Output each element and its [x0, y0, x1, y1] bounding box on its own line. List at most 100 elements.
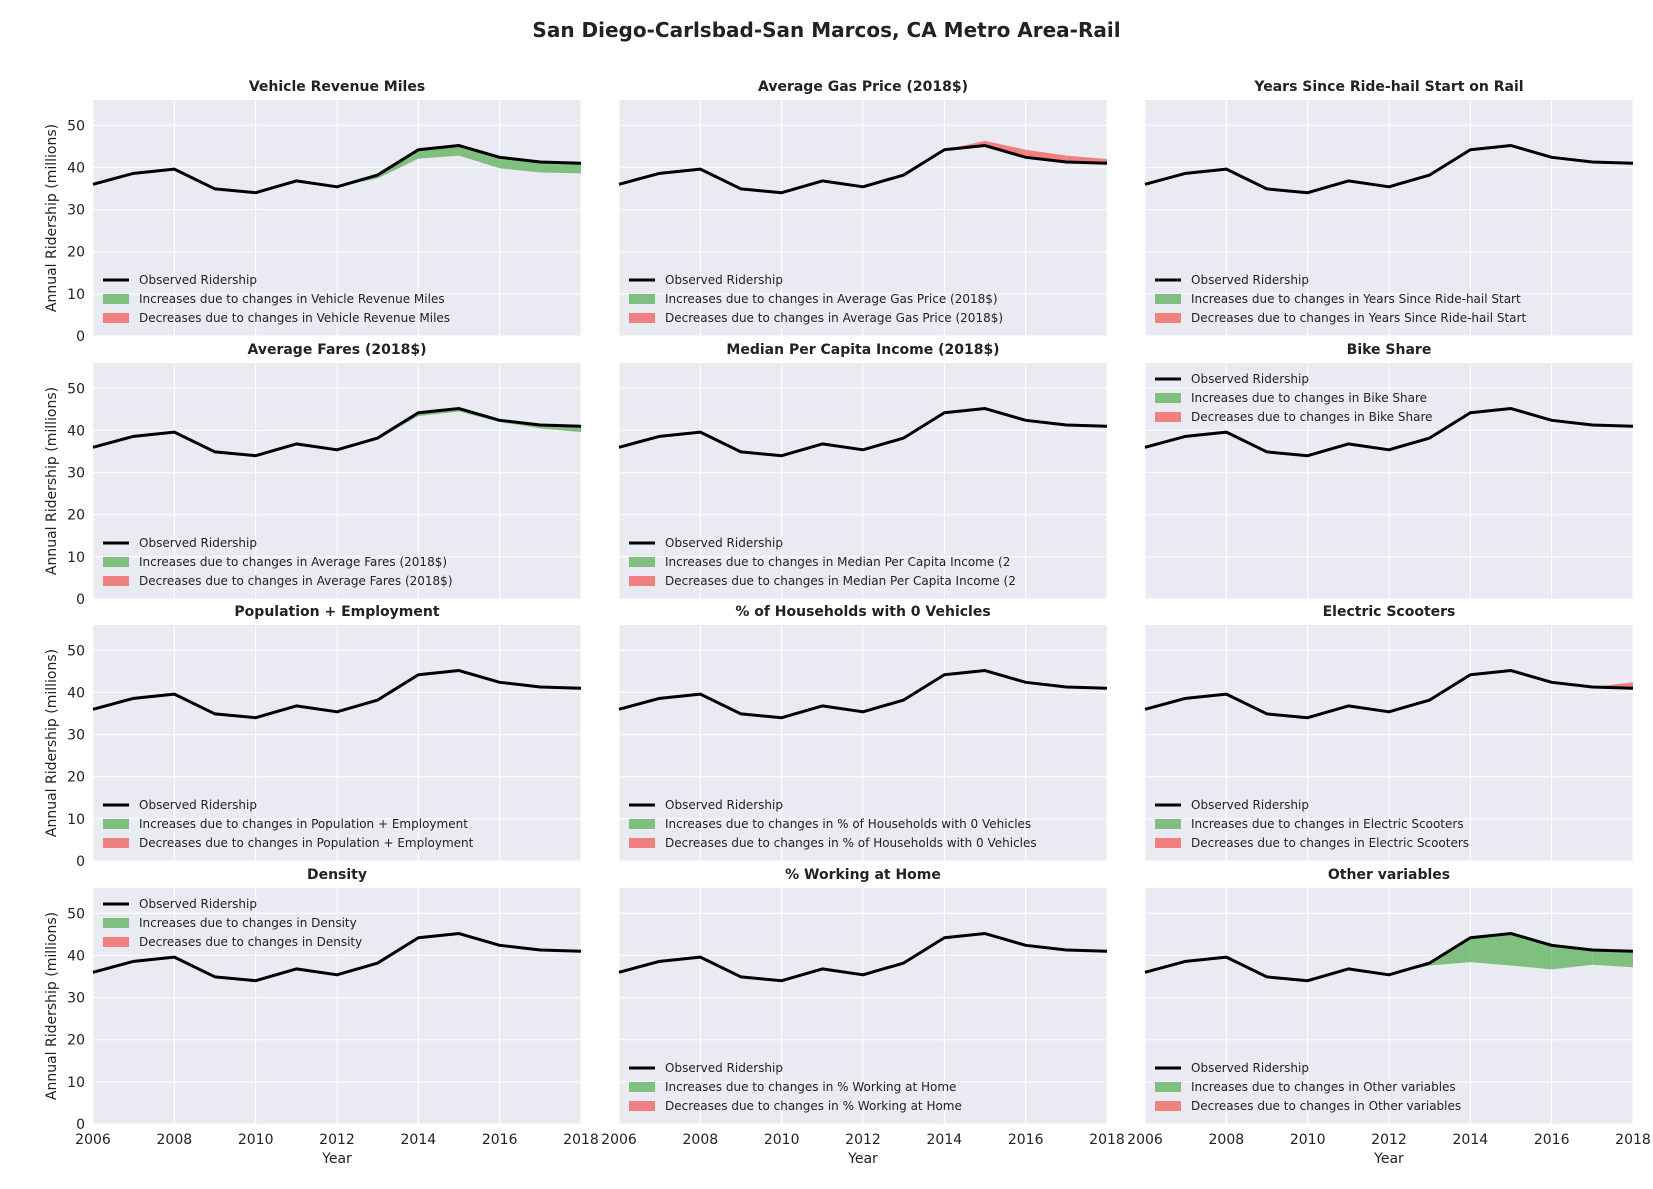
panel-11: % Working at Home 2006 2008 2010 2012 2014 201… [601, 867, 1125, 1167]
legend-increase-swatch [1155, 294, 1181, 304]
y-axis-label: Annual Ridership (millions) [44, 649, 60, 837]
figure-title: San Diego-Carlsbad-San Marcos, CA Metro … [532, 18, 1121, 42]
x-tick-label: 2014 [401, 1132, 437, 1148]
legend-increase-swatch [629, 819, 655, 829]
legend-entry: Increases due to changes in % of Househo… [665, 817, 1031, 831]
panel-5: Median Per Capita Income (2018$) Observed… [618, 342, 1108, 600]
panel-2: Average Gas Price (2018$) Observed Riders… [618, 79, 1108, 337]
x-tick-label: 2018 [1089, 1132, 1125, 1148]
legend-entry: Observed Ridership [1191, 372, 1309, 386]
panel-title: Vehicle Revenue Miles [249, 79, 425, 95]
observed-ridership-line [1144, 407, 1634, 458]
legend-entry: Decreases due to changes in Average Gas … [665, 311, 1003, 325]
legend-decrease-swatch [629, 838, 655, 848]
x-tick-label: 2018 [563, 1132, 599, 1148]
observed-ridership-line [92, 407, 582, 458]
legend: Observed Ridership Increases due to chang… [629, 1061, 962, 1113]
x-tick-label: 2016 [1534, 1132, 1570, 1148]
x-axis-label: Year [321, 1151, 352, 1167]
observed-ridership-line [618, 669, 1108, 720]
legend-entry: Decreases due to changes in Other variab… [1191, 1099, 1461, 1113]
legend: Observed Ridership Increases due to chang… [103, 536, 453, 588]
y-tick-label: 20 [67, 1033, 85, 1049]
x-tick-label: 2012 [1371, 1132, 1407, 1148]
legend-decrease-swatch [1155, 412, 1181, 422]
x-tick-label: 2012 [845, 1132, 881, 1148]
panel-10: Density 0 10 20 30 40 50 Annual Ridership (mill… [44, 867, 599, 1167]
legend-entry: Observed Ridership [1191, 273, 1309, 287]
panel-title: % Working at Home [785, 867, 941, 883]
y-axis-label: Annual Ridership (millions) [44, 912, 60, 1100]
legend-entry: Decreases due to changes in % of Househo… [665, 836, 1037, 850]
legend-decrease-swatch [103, 313, 129, 323]
increase-area [540, 161, 581, 174]
legend-increase-swatch [103, 918, 129, 928]
panel-title: Density [307, 867, 367, 883]
y-tick-label: 0 [76, 592, 85, 608]
x-axis-label: Year [1373, 1151, 1404, 1167]
legend-entry: Decreases due to changes in Median Per C… [665, 574, 1016, 588]
legend: Observed Ridership Increases due to chang… [629, 536, 1016, 588]
legend: Observed Ridership Increases due to chang… [1155, 273, 1526, 325]
legend-entry: Decreases due to changes in Electric Sco… [1191, 836, 1469, 850]
panel-12: Other variables 2006 2008 2010 2012 2014 2016 2… [1127, 867, 1651, 1167]
legend-entry: Increases due to changes in Electric Sco… [1191, 817, 1464, 831]
panel-title: Other variables [1328, 867, 1450, 883]
legend-entry: Increases due to changes in Other variab… [1191, 1080, 1456, 1094]
x-tick-label: 2014 [1453, 1132, 1489, 1148]
x-tick-label: 2008 [1209, 1132, 1245, 1148]
x-tick-label: 2016 [482, 1132, 518, 1148]
y-tick-label: 10 [67, 812, 85, 828]
legend-entry: Decreases due to changes in Bike Share [1191, 410, 1433, 424]
legend-entry: Observed Ridership [1191, 1061, 1309, 1075]
panel-title: Electric Scooters [1323, 604, 1456, 620]
legend-increase-swatch [629, 294, 655, 304]
legend-entry: Decreases due to changes in Density [139, 935, 362, 949]
decrease-area [1025, 149, 1067, 162]
x-tick-label: 2008 [157, 1132, 193, 1148]
observed-ridership-line [92, 932, 582, 983]
legend-increase-swatch [1155, 1082, 1181, 1092]
y-tick-label: 50 [67, 643, 85, 659]
y-axis-label: Annual Ridership (millions) [44, 387, 60, 575]
y-tick-label: 0 [76, 1117, 85, 1133]
legend-entry: Increases due to changes in Vehicle Reve… [139, 292, 445, 306]
legend-increase-swatch [629, 1082, 655, 1092]
legend: Observed Ridership Increases due to chang… [629, 798, 1037, 850]
legend-entry: Decreases due to changes in % Working at… [665, 1099, 962, 1113]
panel-title: Average Fares (2018$) [248, 342, 427, 358]
observed-ridership-line [92, 669, 582, 720]
y-tick-label: 50 [67, 381, 85, 397]
legend-entry: Observed Ridership [139, 897, 257, 911]
y-tick-label: 40 [67, 423, 85, 439]
x-tick-label: 2008 [683, 1132, 719, 1148]
legend-decrease-swatch [629, 1101, 655, 1111]
legend-increase-swatch [103, 294, 129, 304]
x-tick-label: 2006 [601, 1132, 637, 1148]
y-tick-label: 40 [67, 948, 85, 964]
panel-8: % of Households with 0 Vehicles Observed … [618, 604, 1108, 862]
x-tick-label: 2010 [1290, 1132, 1326, 1148]
observed-ridership-line [618, 932, 1108, 983]
panel-7: Population + Employment 0 10 20 30 40 50 Annual… [44, 604, 582, 870]
observed-ridership-line [618, 144, 1108, 195]
legend: Observed Ridership Increases due to chang… [1155, 372, 1433, 424]
y-tick-label: 50 [67, 118, 85, 134]
legend-increase-swatch [103, 557, 129, 567]
legend-entry: Increases due to changes in % Working at… [665, 1080, 956, 1094]
panel-title: Median Per Capita Income (2018$) [726, 342, 999, 358]
x-axis-label: Year [847, 1151, 878, 1167]
legend-entry: Observed Ridership [665, 1061, 783, 1075]
observed-ridership-line [1144, 669, 1634, 720]
panel-title: Average Gas Price (2018$) [758, 79, 968, 95]
y-tick-label: 50 [67, 906, 85, 922]
panel-3: Years Since Ride-hail Start on Rail Obser… [1144, 79, 1634, 337]
y-tick-label: 20 [67, 508, 85, 524]
legend-entry: Increases due to changes in Population +… [139, 817, 468, 831]
panel-4: Average Fares (2018$) 0 10 20 30 40 50 Annual R… [44, 342, 582, 608]
legend: Observed Ridership Increases due to chang… [1155, 798, 1469, 850]
legend-entry: Decreases due to changes in Average Fare… [139, 574, 453, 588]
legend-increase-swatch [1155, 819, 1181, 829]
x-tick-label: 2006 [75, 1132, 111, 1148]
